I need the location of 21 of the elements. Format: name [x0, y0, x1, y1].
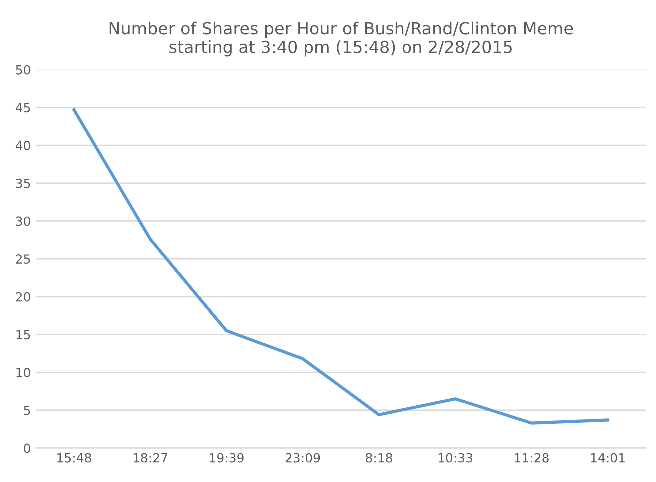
chart-title: Number of Shares per Hour of Bush/Rand/Clinton Meme starting at 3:40 pm (15:48) on 2/28/2015 [110, 22, 574, 57]
y-tick-label: 0 [24, 444, 30, 454]
x-tick-label: 19:39 [210, 453, 244, 463]
x-tick-label: 14:01 [591, 453, 625, 463]
x-tick-label: 11:28 [515, 453, 549, 463]
line-series [72, 108, 610, 425]
y-tick-label: 25 [16, 254, 30, 264]
x-tick-label: 15:48 [58, 453, 92, 463]
x-tick-label: 10:33 [438, 453, 473, 463]
y-tick-label: 40 [16, 141, 30, 150]
y-tick-label: 35 [16, 178, 30, 188]
x-tick-label: 8:18 [366, 453, 392, 463]
y-tick-label: 50 [16, 65, 30, 75]
x-tick-label: 18:27 [134, 453, 168, 463]
y-tick-label: 15 [16, 330, 30, 340]
y-tick-label: 45 [16, 103, 30, 113]
y-tick-label: 20 [16, 292, 30, 302]
y-tick-label: 5 [24, 406, 30, 416]
y-tick-label: 10 [16, 368, 30, 378]
x-tick-label: 23:09 [286, 453, 320, 463]
y-tick-label: 30 [16, 216, 30, 226]
